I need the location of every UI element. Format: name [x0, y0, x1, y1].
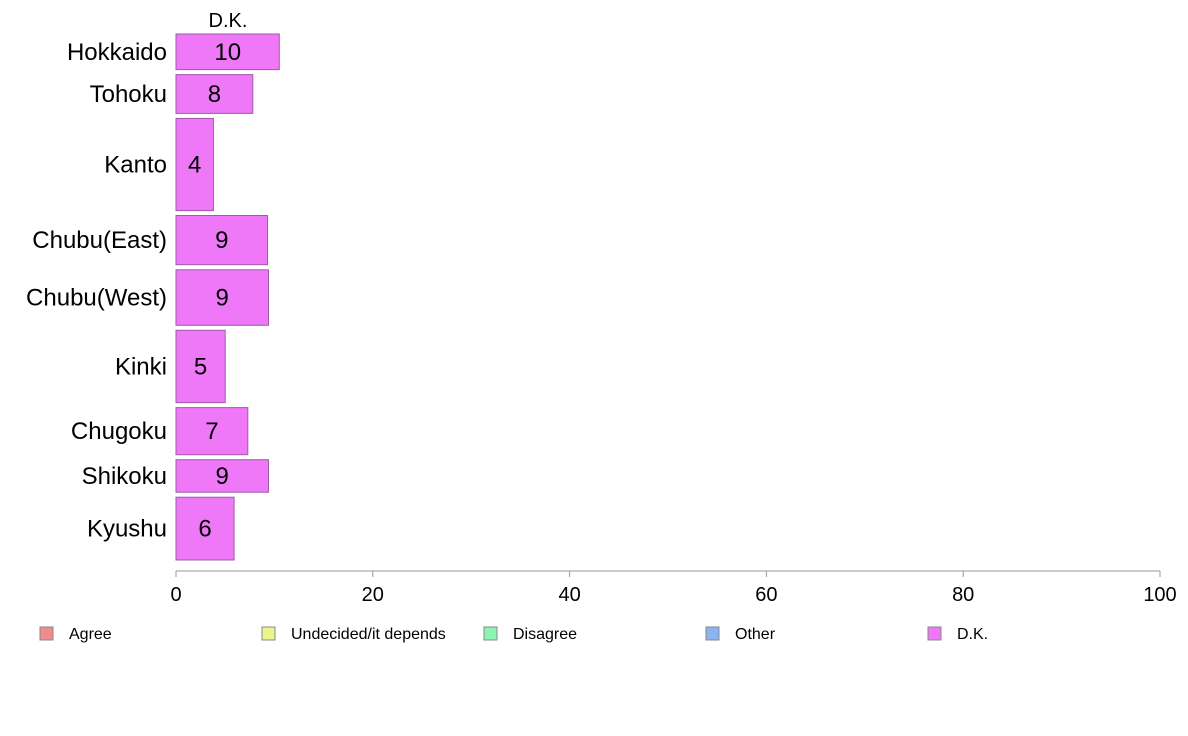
- column-header-group: D.K.: [209, 10, 248, 32]
- bar-value-label: 10: [214, 39, 241, 66]
- bar-value-label: 9: [216, 285, 229, 312]
- bar-tohoku: [175, 74, 254, 114]
- legend: Agree Undecided/it depends Disagree Other D.…: [39, 626, 988, 643]
- category-label: Kinki: [115, 353, 167, 380]
- category-label: Tohoku: [90, 81, 167, 108]
- bar-chubu-west-: [175, 269, 269, 326]
- category-label: Chubu(West): [26, 285, 167, 312]
- bar-hokkaido: [175, 33, 280, 71]
- bar-value-label: 9: [216, 463, 229, 490]
- legend-swatch: [927, 626, 942, 641]
- bar-kyushu: [175, 496, 235, 561]
- bar-chugoku: [175, 407, 249, 456]
- legend-label: Other: [735, 626, 776, 643]
- legend-label: Disagree: [513, 626, 577, 643]
- bar-shikoku: [175, 459, 269, 493]
- category-label: Shikoku: [82, 463, 167, 490]
- category-label: Hokkaido: [67, 39, 167, 66]
- x-tick-label: 20: [362, 584, 384, 606]
- bar-kinki: [175, 329, 226, 404]
- legend-swatch: [483, 626, 498, 641]
- bar-value-label: 9: [215, 227, 228, 254]
- legend-swatch: [261, 626, 276, 641]
- legend-label: Agree: [69, 626, 112, 643]
- legend-swatch: [705, 626, 720, 641]
- bar-value-label: 8: [208, 81, 221, 108]
- category-label: Chubu(East): [32, 227, 167, 254]
- x-tick-label: 80: [952, 584, 974, 606]
- x-tick-label: 0: [170, 584, 181, 606]
- x-tick-label: 60: [755, 584, 777, 606]
- bar-value-label: 6: [198, 516, 211, 543]
- legend-label: D.K.: [957, 626, 988, 643]
- legend-swatch: [39, 626, 54, 641]
- x-axis: 0 20 40 60 80 100: [170, 570, 1177, 606]
- legend-label: Undecided/it depends: [291, 626, 446, 643]
- bar-value-label: 7: [205, 418, 218, 445]
- category-label: Kyushu: [87, 516, 167, 543]
- column-header: D.K.: [209, 10, 248, 32]
- x-tick-label: 40: [558, 584, 580, 606]
- bar-value-label: 5: [194, 353, 207, 380]
- x-tick-label: 100: [1143, 584, 1176, 606]
- bar-chubu-east-: [175, 215, 268, 266]
- bar-kanto: [175, 117, 214, 212]
- bar-value-label: 4: [188, 152, 201, 179]
- category-label: Kanto: [104, 152, 167, 179]
- category-label: Chugoku: [71, 418, 167, 445]
- bars-group: Hokkaido 10 Tohoku 8 Kanto 4 Chubu(East) 9 Chubu…: [26, 33, 280, 561]
